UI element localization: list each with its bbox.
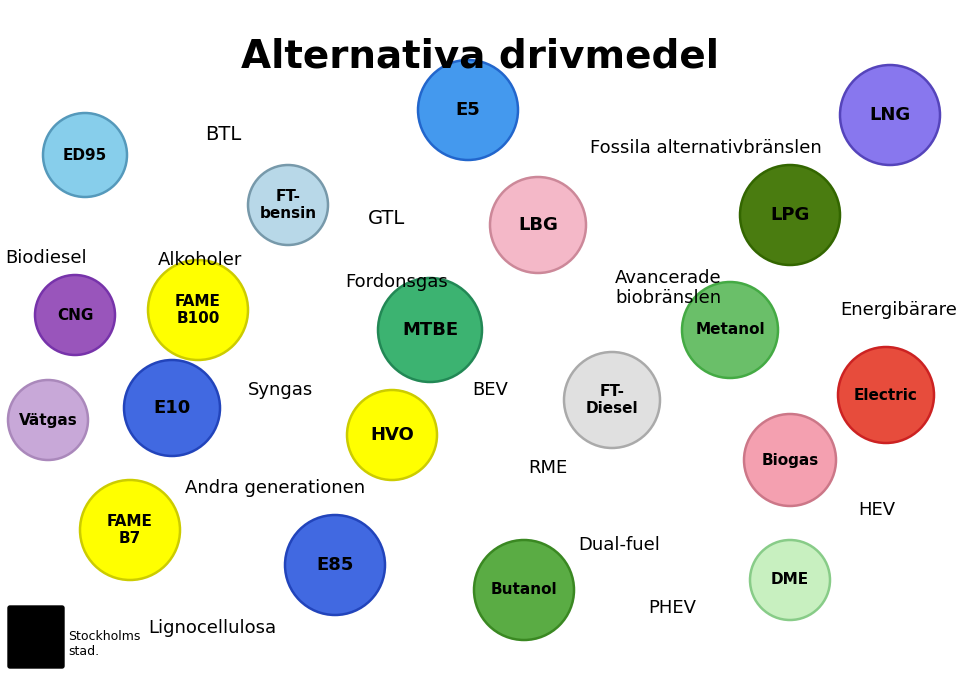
Circle shape xyxy=(682,282,778,378)
Circle shape xyxy=(148,260,248,360)
Text: E10: E10 xyxy=(154,399,191,417)
Circle shape xyxy=(418,60,518,160)
Text: Alternativa drivmedel: Alternativa drivmedel xyxy=(241,38,719,76)
Text: FAME
B7: FAME B7 xyxy=(108,514,153,546)
Text: DME: DME xyxy=(771,573,809,588)
Circle shape xyxy=(564,352,660,448)
Text: Fordonsgas: Fordonsgas xyxy=(345,273,447,291)
Text: FT-
bensin: FT- bensin xyxy=(259,189,317,221)
Text: Andra generationen: Andra generationen xyxy=(185,479,365,497)
Text: HEV: HEV xyxy=(858,501,895,519)
Text: FT-
Diesel: FT- Diesel xyxy=(586,384,638,416)
Text: Electric: Electric xyxy=(854,388,918,403)
Text: FAME
B100: FAME B100 xyxy=(175,294,221,326)
Text: LBG: LBG xyxy=(518,216,558,234)
Text: HVO: HVO xyxy=(371,426,414,444)
Text: Energibärare: Energibärare xyxy=(840,301,957,319)
Text: E5: E5 xyxy=(456,101,480,119)
Circle shape xyxy=(8,380,88,460)
Circle shape xyxy=(347,390,437,480)
Text: Fossila alternativbränslen: Fossila alternativbränslen xyxy=(590,139,822,157)
Circle shape xyxy=(750,540,830,620)
Text: BTL: BTL xyxy=(205,126,241,145)
Text: MTBE: MTBE xyxy=(402,321,458,339)
Circle shape xyxy=(248,165,328,245)
Circle shape xyxy=(838,347,934,443)
Circle shape xyxy=(285,515,385,615)
Circle shape xyxy=(124,360,220,456)
Text: Biodiesel: Biodiesel xyxy=(5,249,86,267)
Text: Dual-fuel: Dual-fuel xyxy=(578,536,660,554)
Text: E85: E85 xyxy=(316,556,353,574)
Text: Avancerade
biobränslen: Avancerade biobränslen xyxy=(615,269,722,307)
Text: Syngas: Syngas xyxy=(248,381,313,399)
Text: PHEV: PHEV xyxy=(648,599,696,617)
Text: BEV: BEV xyxy=(472,381,508,399)
Text: LNG: LNG xyxy=(870,106,911,124)
Text: ED95: ED95 xyxy=(62,148,108,163)
Text: Lignocellulosa: Lignocellulosa xyxy=(148,619,276,637)
Circle shape xyxy=(740,165,840,265)
Text: Alkoholer: Alkoholer xyxy=(158,251,242,269)
Circle shape xyxy=(80,480,180,580)
Text: CNG: CNG xyxy=(57,307,93,322)
Text: LPG: LPG xyxy=(770,206,809,224)
Text: RME: RME xyxy=(528,459,567,477)
Circle shape xyxy=(35,275,115,355)
Circle shape xyxy=(474,540,574,640)
Text: Metanol: Metanol xyxy=(695,322,765,337)
Circle shape xyxy=(744,414,836,506)
Text: Butanol: Butanol xyxy=(491,583,558,598)
Circle shape xyxy=(840,65,940,165)
Circle shape xyxy=(43,113,127,197)
Text: GTL: GTL xyxy=(368,209,405,228)
Text: Stockholms
stad.: Stockholms stad. xyxy=(68,630,140,658)
Circle shape xyxy=(378,278,482,382)
Circle shape xyxy=(490,177,586,273)
Text: Vätgas: Vätgas xyxy=(18,413,78,428)
Text: Biogas: Biogas xyxy=(761,452,819,468)
FancyBboxPatch shape xyxy=(8,606,64,668)
